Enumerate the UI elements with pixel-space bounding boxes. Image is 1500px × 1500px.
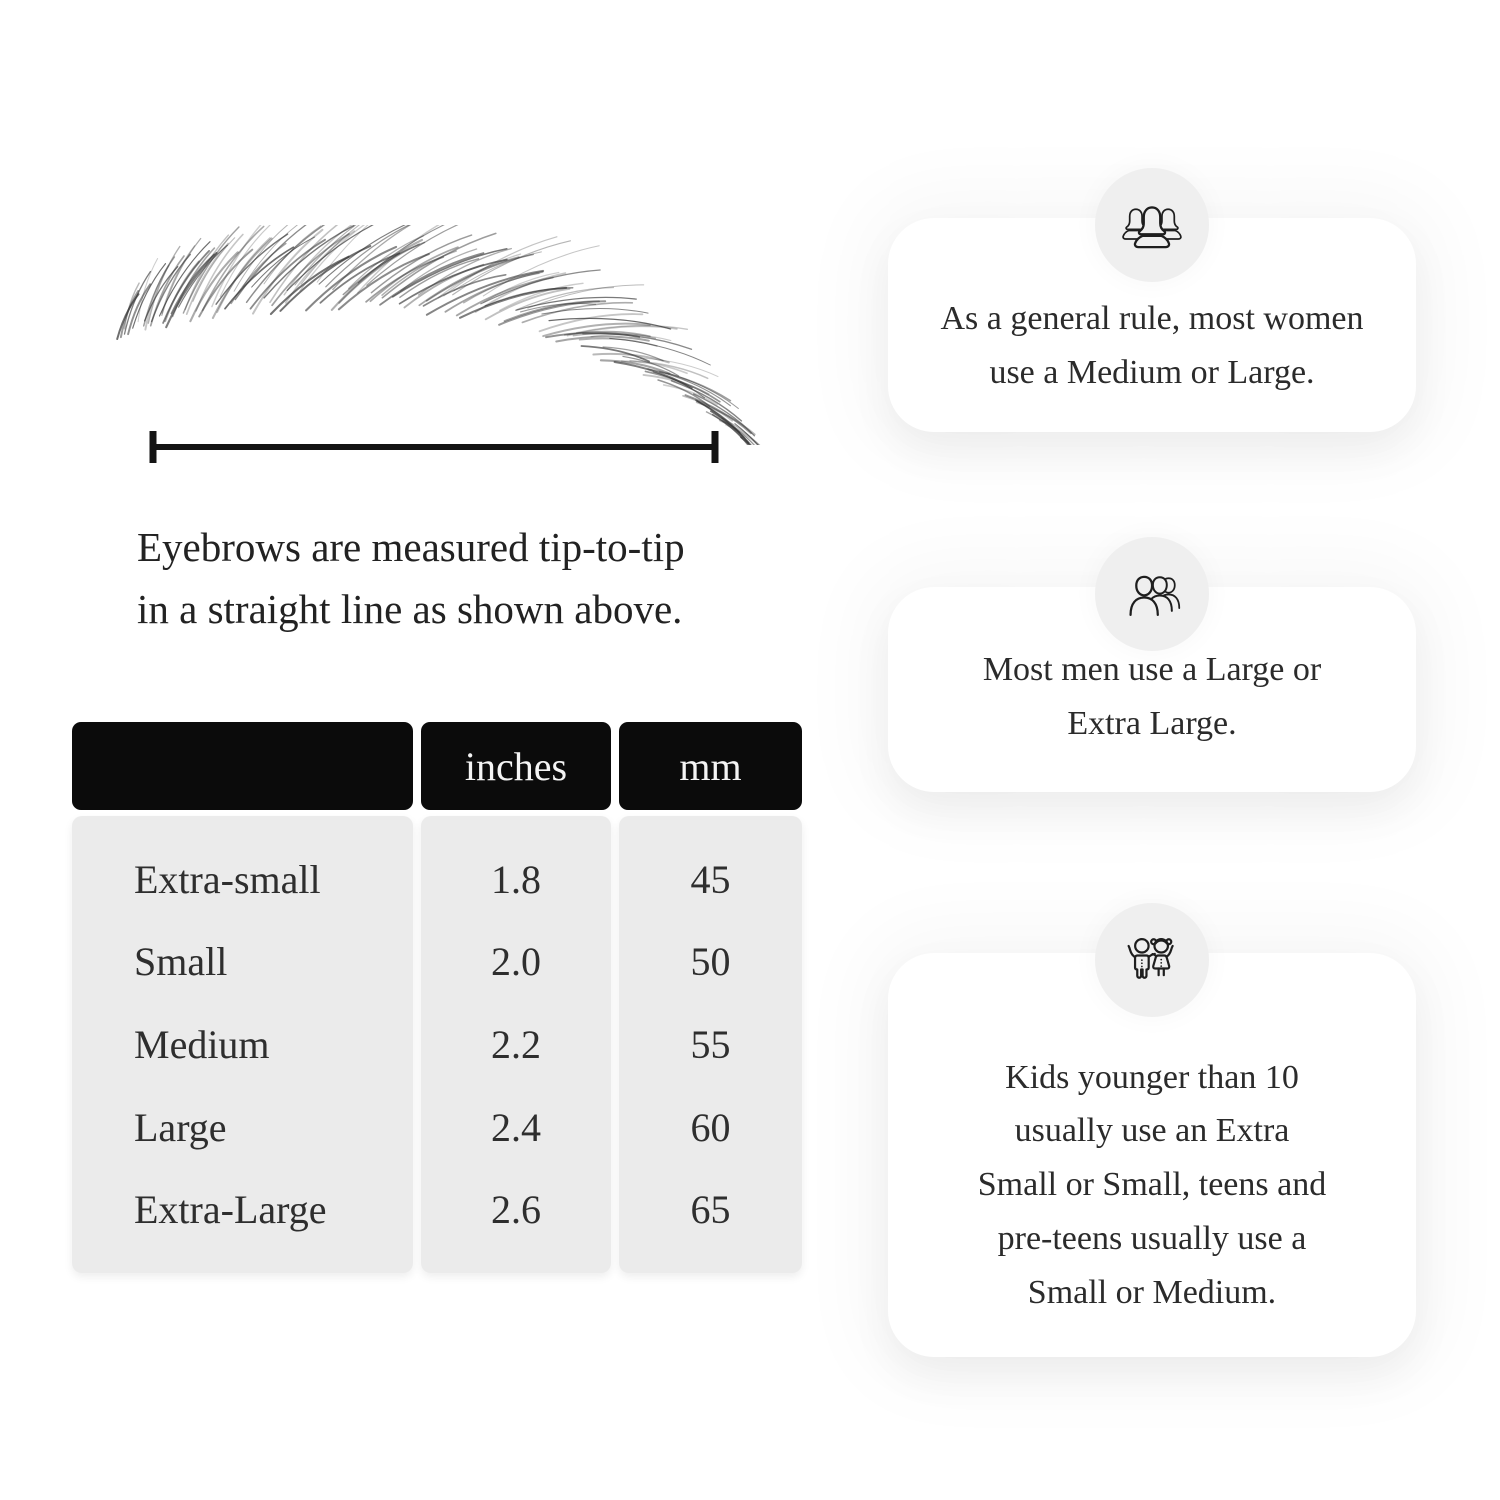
size-label: Extra-small bbox=[134, 856, 321, 902]
size-label: Medium bbox=[134, 1021, 270, 1067]
size-table-inches-column: 1.8 2.0 2.2 2.4 2.6 bbox=[421, 816, 611, 1273]
info-card-women: As a general rule, most women use a Medi… bbox=[888, 168, 1416, 432]
card-text-line: usually use an Extra bbox=[1014, 1112, 1290, 1150]
size-label: Large bbox=[134, 1104, 227, 1150]
size-table-label-column: Extra-small Small Medium Large Extra-Lar… bbox=[72, 816, 413, 1273]
card-text: Kids younger than 10 usually use an Extr… bbox=[888, 953, 1416, 1357]
card-text-line: Most men use a Large or bbox=[982, 650, 1322, 688]
inches-value: 1.8 bbox=[491, 856, 541, 902]
card-text-line: Kids younger than 10 bbox=[1005, 1058, 1299, 1096]
size-table-header-size bbox=[72, 722, 413, 810]
eyebrow-illustration bbox=[116, 225, 761, 445]
caption-line-1: Eyebrows are measured tip-to-tip bbox=[137, 524, 685, 570]
size-table: inches mm Extra-small Small Medium Large… bbox=[72, 722, 802, 1273]
women-group-icon bbox=[1122, 206, 1182, 249]
men-group-icon bbox=[1129, 575, 1181, 617]
card-text-line: Small or Medium. bbox=[1027, 1273, 1277, 1311]
card-text-line: Small or Small, teens and bbox=[977, 1166, 1327, 1204]
size-table-header-mm: mm bbox=[619, 722, 802, 810]
kids-icon bbox=[1127, 938, 1174, 980]
mm-value: 55 bbox=[690, 1021, 731, 1067]
mm-value: 60 bbox=[690, 1104, 731, 1150]
inches-value: 2.4 bbox=[491, 1104, 541, 1150]
size-label: Extra-Large bbox=[134, 1187, 327, 1233]
mm-value: 65 bbox=[690, 1187, 731, 1233]
icon-badge bbox=[1095, 537, 1209, 651]
icon-badge bbox=[1095, 168, 1209, 282]
inches-value: 2.0 bbox=[491, 939, 541, 985]
card-text-line: pre-teens usually use a bbox=[997, 1219, 1307, 1257]
info-card-men: Most men use a Large or Extra Large. bbox=[888, 537, 1416, 792]
caption-line-2: in a straight line as shown above. bbox=[137, 586, 683, 633]
size-table-header-inches: inches bbox=[421, 722, 611, 810]
inches-value: 2.2 bbox=[491, 1021, 541, 1067]
size-label: Small bbox=[134, 939, 228, 985]
size-table-mm-column: 45 50 55 60 65 bbox=[619, 816, 802, 1273]
measurement-caption: Eyebrows are measured tip-to-tip in a st… bbox=[137, 516, 777, 641]
card-text: As a general rule, most women use a Medi… bbox=[888, 218, 1416, 432]
card-text-line: Extra Large. bbox=[1067, 704, 1237, 742]
card-text-line: As a general rule, most women bbox=[940, 300, 1364, 338]
info-card-kids: Kids younger than 10 usually use an Extr… bbox=[888, 903, 1416, 1357]
mm-value: 50 bbox=[690, 939, 731, 985]
card-text: Most men use a Large or Extra Large. bbox=[888, 587, 1416, 792]
mm-value: 45 bbox=[690, 856, 731, 902]
inches-value: 2.6 bbox=[491, 1187, 541, 1233]
icon-badge bbox=[1095, 903, 1209, 1017]
card-text-line: use a Medium or Large. bbox=[989, 354, 1315, 391]
measurement-line bbox=[149, 431, 719, 463]
